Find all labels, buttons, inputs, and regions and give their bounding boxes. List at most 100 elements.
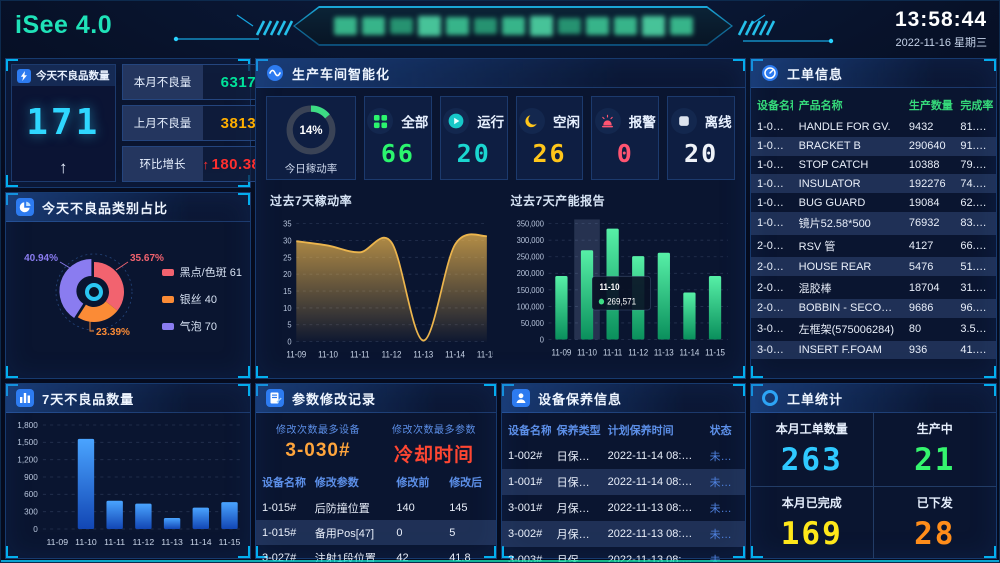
column-header: 产品名称 [798,100,843,112]
stat-row: 本月不良量 6317 [121,64,276,100]
clock-time: 13:58:44 [894,8,987,31]
param-top-stat: 修改次数最多参数 冷却时间 [376,421,492,467]
svg-text:11-10: 11-10 [577,347,597,358]
table-cell: 3-002# [508,528,543,540]
svg-text:11-13: 11-13 [413,349,433,360]
table-cell: 192276 [908,177,946,190]
svg-text:11-15: 11-15 [219,537,241,547]
status-label: 空闲 [552,115,580,130]
week-chart-area: 0 300 600 900 1,200 1,500 1,800 11-09 11-10 11-11… [6,413,250,557]
svg-text:10: 10 [283,303,292,312]
table-row: 2-005# RSV 管 4127 66.88% [751,235,996,258]
table-cell: 96.66% [960,302,996,315]
svg-text:250,000: 250,000 [516,252,544,261]
chart-title: 过去7天产能报告 [510,194,606,208]
svg-text:11-11: 11-11 [350,349,370,360]
table-body: 1-015# 后防撞位置 140 145 1-015# 备用Pos[47] 0 5 3-027#… [256,495,496,562]
table-cell: 76932 [908,217,940,230]
svg-text:269,571: 269,571 [607,296,636,307]
stat-label: 上月不良量 [122,106,203,140]
table-cell: 5476 [908,260,934,273]
svg-text:11-10: 11-10 [599,282,619,293]
panel-header: 工单信息 [751,59,996,88]
panel-header: 设备保养信息 [502,384,745,413]
table-cell: 2-005# [757,240,792,253]
person-icon [512,389,530,407]
column-header: 设备名称 [508,425,551,437]
svg-text:300,000: 300,000 [516,236,544,245]
donut-chart-area: 35.67% 23.39% 40.94% 黑点/色斑 61 银丝 40 气泡 70 [6,222,250,377]
table-cell: 140 [396,501,415,514]
param-top-stat: 修改次数最多设备 3-030# [260,421,376,467]
table-cell: 备用Pos[47] [314,527,375,540]
clock: 13:58:44 2022-11-16 星期三 [895,8,987,50]
param-top-label: 修改次数最多参数 [392,425,476,436]
svg-text:35: 35 [283,219,292,228]
svg-text:1,800: 1,800 [17,421,38,430]
chart-legend: 黑点/色斑 61 银丝 40 气泡 70 [161,264,242,334]
svg-text:25: 25 [283,253,292,262]
column-header: 保养类型 [556,425,601,437]
svg-text:200,000: 200,000 [516,269,544,278]
month-defect-stats: 本月不良量 6317 上月不良量 3813 环比增长 ↑ 180.38% [121,64,276,182]
order-stat-cell: 已下发 28 [874,487,997,560]
svg-text:15: 15 [283,287,292,296]
panel-title: 今天不良品数量 [36,70,110,82]
svg-text:11-15: 11-15 [705,347,725,358]
table-head: 设备名称 修改参数 修改前 修改后 [256,469,496,495]
masked-text-block [670,17,693,35]
svg-text:300: 300 [24,508,38,517]
svg-text:11-09: 11-09 [551,347,571,358]
legend-item: 气泡 70 [161,318,242,334]
table-header-row: 设备名称 修改参数 修改前 修改后 [256,469,496,495]
svg-text:0: 0 [33,525,38,534]
svg-text:11-09: 11-09 [286,349,306,360]
status-card-top: 报警 [594,108,656,134]
defect-category-donut-chart[interactable]: 35.67% 23.39% 40.94% [6,222,250,372]
table-row: 1-012# BUG GUARD 19084 62.36% [751,193,996,212]
svg-text:11-11: 11-11 [602,347,622,358]
alarm-icon [594,108,621,134]
param-changes-table: 设备名称 修改参数 修改前 修改后 1-015# 后防撞位置 140 145 1-015# 备用… [256,469,496,562]
table-cell: 80 [908,323,922,336]
table-cell: 2022-11-14 08:00:19 [607,476,704,488]
column-header: 修改后 [449,477,483,489]
order-stat-label: 本月工单数量 [775,422,848,437]
table-cell: BUG GUARD [798,196,866,209]
status-card-top: 空闲 [518,108,580,134]
capacity-bar-chart[interactable]: 0 50,000 100,000 150,000 200,000 250,000 300,0… [509,211,734,369]
table-cell: 4127 [908,240,934,253]
panel-header: 今天不良品类别占比 [6,193,250,222]
masked-text-block [558,18,581,34]
panel-header: 参数修改记录 [256,384,496,413]
svg-text:11-14: 11-14 [445,349,465,360]
utilization-area-chart[interactable]: 0 5 10 15 20 25 30 35 11-09 11-10 11-11 11-12 11-13 1… [268,211,497,369]
param-top-stats: 修改次数最多设备 3-030# 修改次数最多参数 冷却时间 [256,413,496,469]
table-body: 1-002# 日保计划 2022-11-14 08:00:19 未检验 1-001# 日保… [502,443,745,562]
table-cell: 3-003# [757,323,792,336]
week-defects-bar-chart[interactable]: 0 300 600 900 1,200 1,500 1,800 11-09 11-10 11-11… [6,413,250,557]
column-header: 生产数量 [908,100,953,112]
status-label: 运行 [477,115,505,130]
table-row: 2-008# 混胶棒 18704 31.11% [751,276,996,299]
svg-text:11-12: 11-12 [628,347,648,358]
svg-text:35.67%: 35.67% [130,253,164,264]
panel-maintenance: 设备保养信息 设备名称 保养类型 计划保养时间 状态 1-002# 日保计划 2022-1… [501,383,746,562]
status-card-报警: 报警 0 [591,96,660,180]
panel-param-changes: 参数修改记录 修改次数最多设备 3-030# 修改次数最多参数 冷却时间 设备名称 修改… [255,383,497,562]
table-cell: 2-007# [757,260,792,273]
order-stat-value: 21 [914,442,956,479]
table-cell: 1-014# [757,217,792,230]
stat-value: 6317 [220,73,257,91]
status-card-离线: 离线 20 [667,96,735,180]
order-stat-label: 本月已完成 [781,495,842,510]
legend-item: 银丝 40 [161,291,242,307]
header-decoration [173,14,834,44]
status-card-空闲: 空闲 26 [515,96,584,180]
svg-text:900: 900 [24,473,38,482]
svg-text:1,500: 1,500 [17,438,38,447]
column-header: 修改参数 [314,477,359,489]
